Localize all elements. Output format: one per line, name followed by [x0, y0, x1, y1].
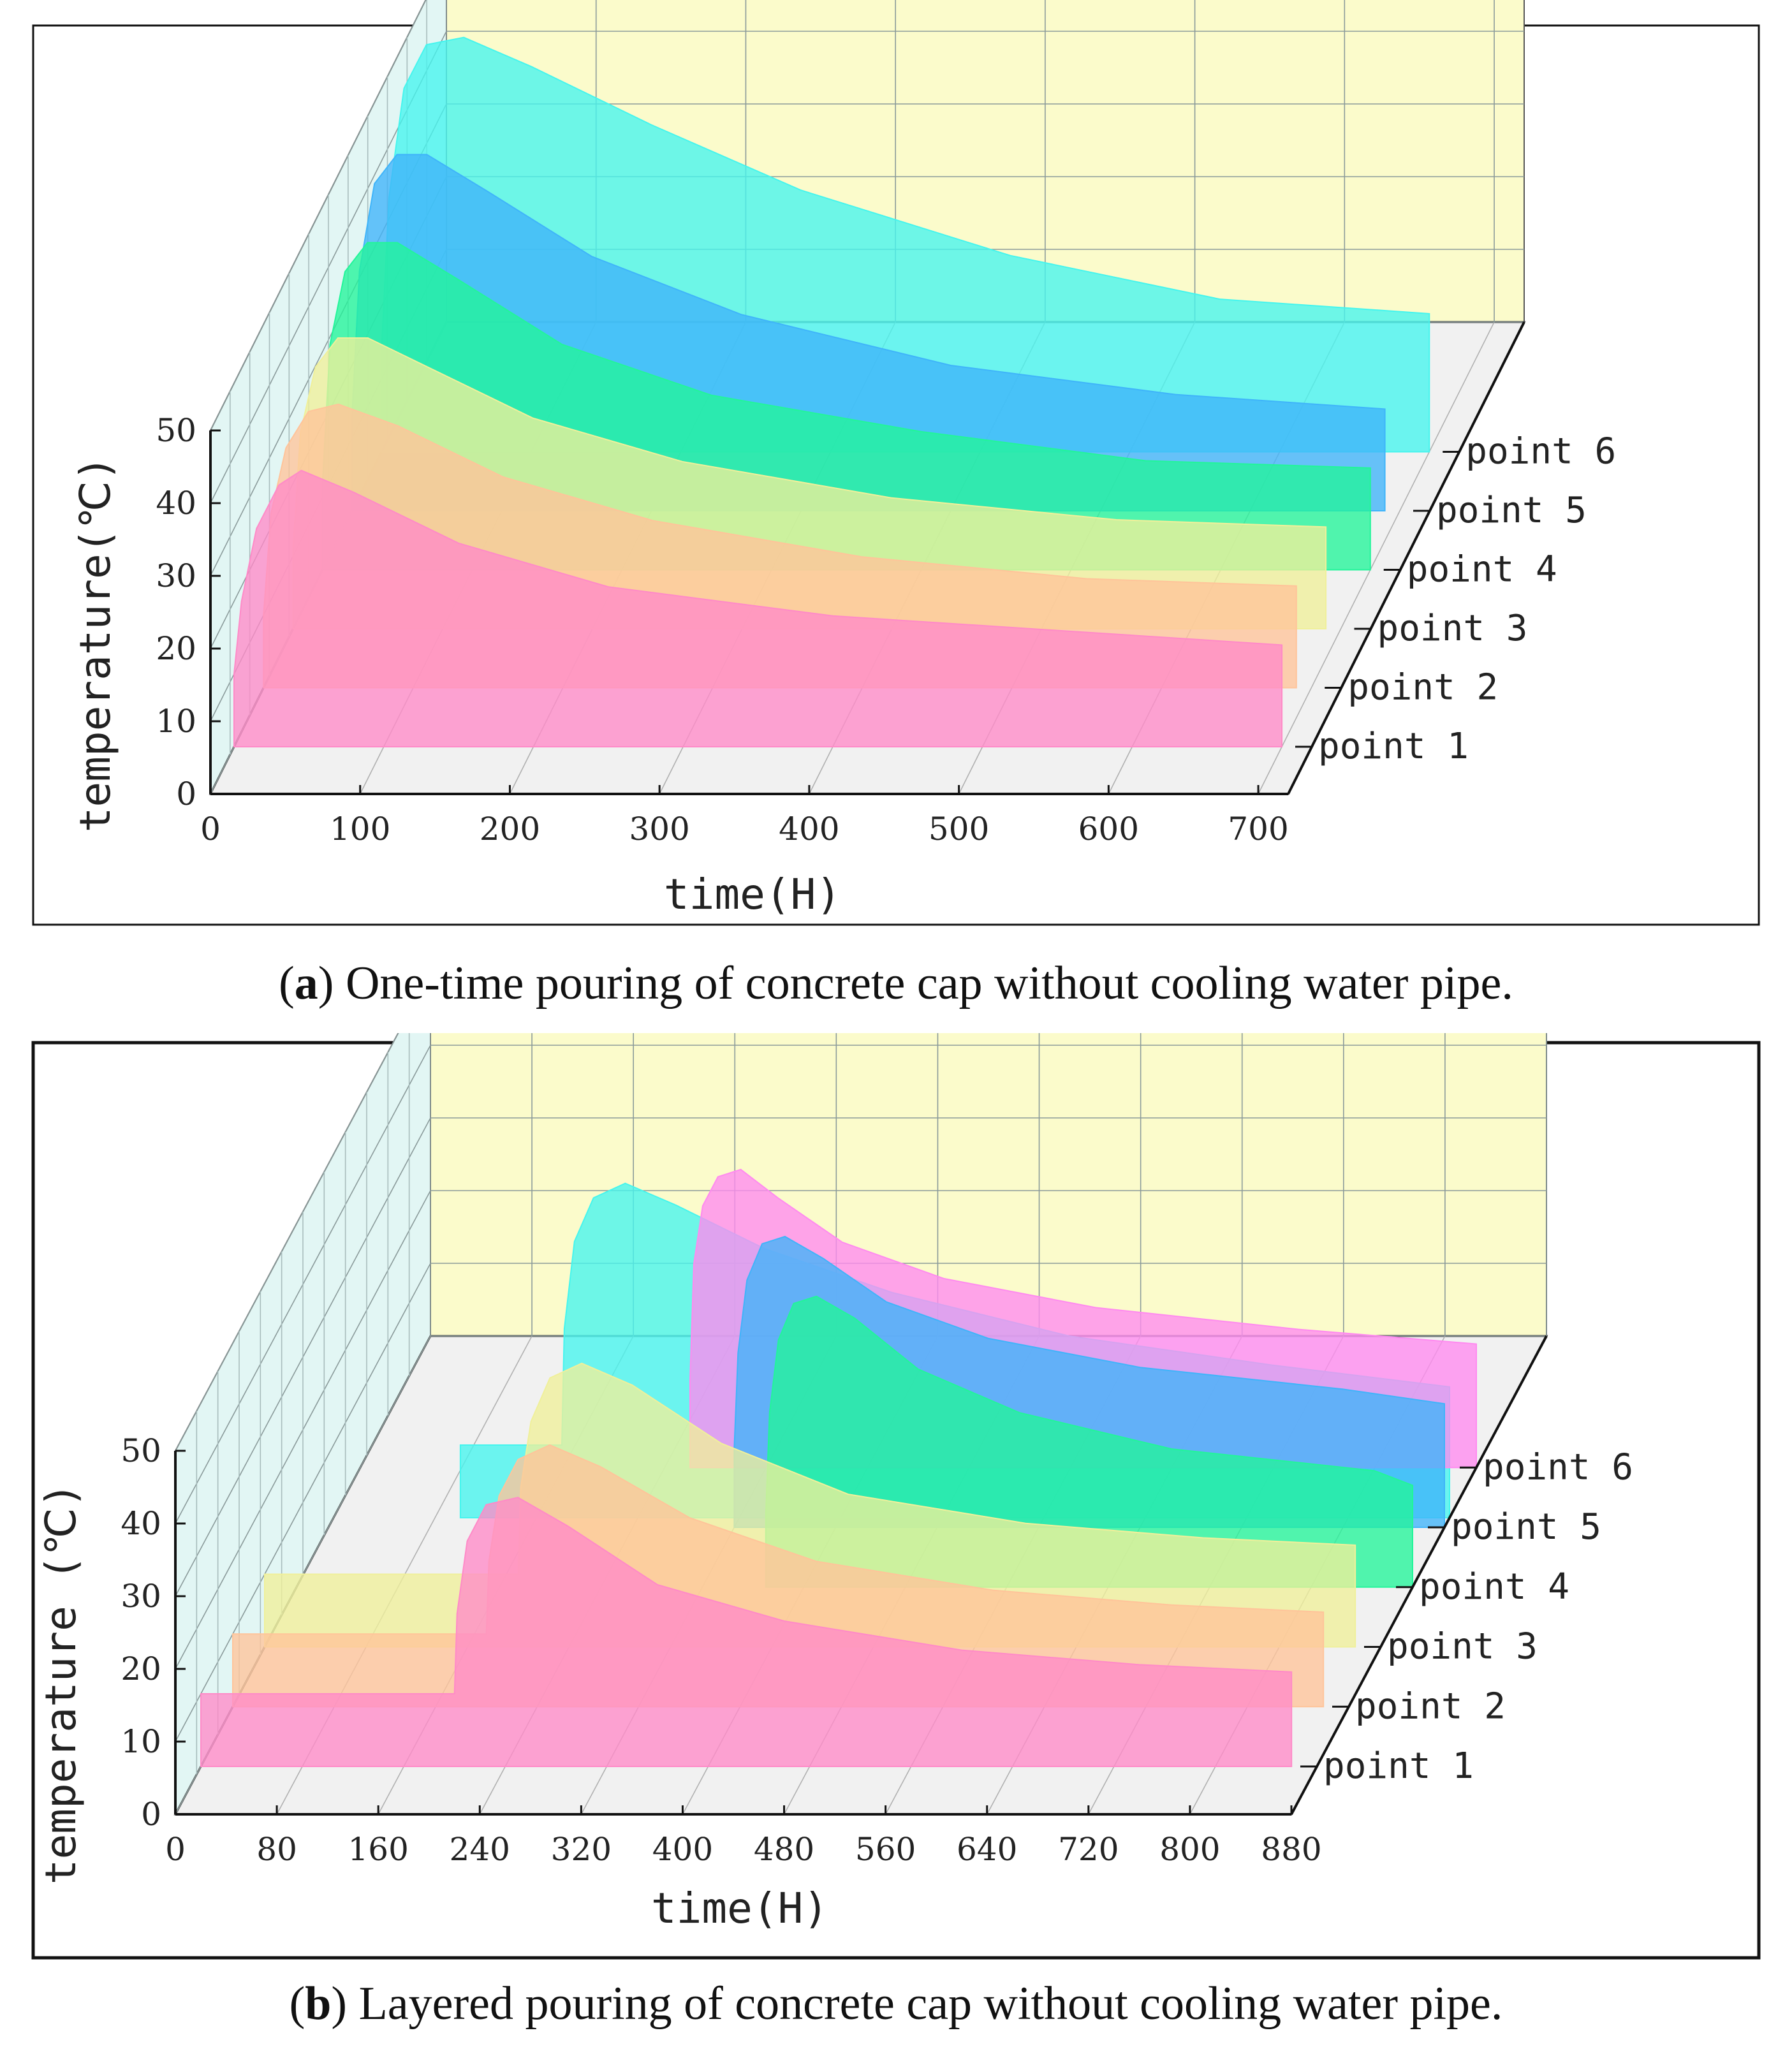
- panel-a-series-4-label: point 4: [1407, 549, 1557, 591]
- panel-b-y-tick-label: 30: [121, 1578, 161, 1615]
- panel-b-series-2-label: point 2: [1355, 1685, 1506, 1727]
- panel-a-series-3-label: point 3: [1377, 608, 1528, 649]
- panel-a-y-tick-label: 0: [176, 775, 196, 812]
- caption-a-text: One-time pouring of concrete cap without…: [345, 957, 1513, 1009]
- panel-a-y-tick-label: 20: [156, 630, 196, 667]
- caption-b: (b) Layered pouring of concrete cap with…: [289, 1978, 1503, 2030]
- panel-a-series-2-label: point 2: [1348, 667, 1498, 708]
- panel-a-y-tick-label: 50: [156, 412, 196, 449]
- panel-a-x-axis-title: time(H): [664, 870, 841, 919]
- panel-b-series-3-label: point 3: [1387, 1626, 1538, 1668]
- panel-b-x-tick-label: 480: [754, 1831, 814, 1868]
- panel-a-grid-floor-x: [1258, 321, 1495, 795]
- panel-a-y-tick-label: 40: [156, 485, 196, 522]
- caption-b-letter: b: [305, 1978, 332, 2030]
- panel-a-x-tick-label: 0: [200, 811, 221, 848]
- panel-b-x-tick-label: 240: [450, 1831, 510, 1868]
- panel-b-x-tick-label: 80: [256, 1831, 297, 1868]
- panel-a-series-1-area: [233, 469, 1283, 747]
- panel-a-x-tick-label: 400: [779, 811, 839, 848]
- panel-a-y-axis-title: temperature(℃): [71, 456, 120, 833]
- panel-a-x-tick-label: 600: [1078, 811, 1139, 848]
- panel-b-series-1-label: point 1: [1323, 1745, 1474, 1787]
- panel-a-x-tick-label: 100: [330, 811, 390, 848]
- panel-b-x-axis-title: time(H): [651, 1884, 828, 1933]
- panel-b-x-tick-label: 880: [1261, 1831, 1321, 1868]
- panel-a-series-1-label: point 1: [1318, 726, 1469, 767]
- panel-b-x-tick-label: 320: [551, 1831, 612, 1868]
- panel-b-x-tick-label: 160: [348, 1831, 408, 1868]
- panel-b-series-1-area: [200, 1497, 1293, 1767]
- panel-b-y-axis-title: temperature (℃): [36, 1483, 85, 1884]
- chart-panel-b: 0 80 160 240 320 400 480 560 640 720 800 880 0 10 20 30…: [31, 1033, 1761, 1960]
- panel-a-x-tick-label: 200: [480, 811, 540, 848]
- panel-b-series-6-label: point 6: [1483, 1446, 1633, 1488]
- panel-b-series-4-label: point 4: [1419, 1566, 1569, 1608]
- panel-a-x-tick-label: 300: [629, 811, 689, 848]
- panel-a-series-6-label: point 6: [1465, 431, 1616, 473]
- caption-a-letter: a: [294, 957, 318, 1009]
- panel-a-x-tick-label: 700: [1228, 811, 1288, 848]
- panel-b-x-tick-label: 560: [855, 1831, 916, 1868]
- panel-b-y-tick-label: 50: [121, 1432, 161, 1469]
- panel-a-y-tick-label: 10: [156, 703, 196, 740]
- panel-b-x-tick-label: 400: [652, 1831, 713, 1868]
- panel-a-depth-axis: [1287, 321, 1525, 795]
- caption-a: (a) One-time pouring of concrete cap wit…: [279, 957, 1513, 1009]
- panel-b-y-tick-label: 20: [121, 1650, 161, 1687]
- panel-a-series-5-label: point 5: [1436, 490, 1587, 531]
- panel-b-depth-axis: [1290, 1335, 1548, 1815]
- panel-b-series-5-label: point 5: [1451, 1506, 1601, 1548]
- panel-b-y-tick-label: 10: [121, 1723, 161, 1760]
- panel-b-x-tick-label: 800: [1159, 1831, 1220, 1868]
- panel-a-y-tick-label: 30: [156, 557, 196, 594]
- panel-b-x-tick-label: 720: [1058, 1831, 1119, 1868]
- panel-b-y-tick-label: 40: [121, 1505, 161, 1542]
- caption-b-text: Layered pouring of concrete cap without …: [358, 1978, 1503, 2030]
- panel-b-x-tick-label: 0: [165, 1831, 186, 1868]
- chart-panel-a: 0 100 200 300 400 500 600 700 0 10 20 30 40 50 point 1…: [32, 0, 1760, 926]
- panel-a-x-tick-label: 500: [929, 811, 989, 848]
- panel-b-x-tick-label: 640: [957, 1831, 1017, 1868]
- panel-b-y-tick-label: 0: [141, 1796, 161, 1833]
